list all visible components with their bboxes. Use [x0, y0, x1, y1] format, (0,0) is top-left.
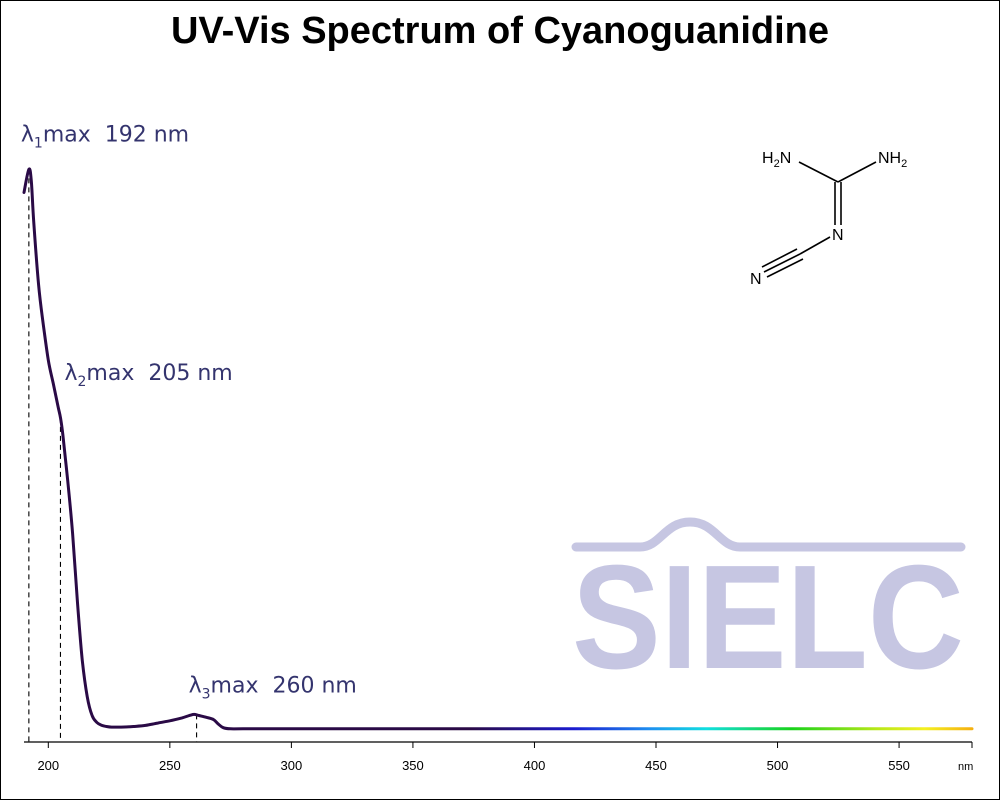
- x-tick-label: 200: [37, 758, 59, 773]
- peak-label: λ2max 205 nm: [64, 361, 232, 390]
- bond-c-nh2-right: [837, 161, 877, 183]
- x-axis: 200 250 300 350 400 450 500 550 nm: [24, 741, 973, 773]
- bond-triple-c: [766, 258, 804, 278]
- x-tick-label: 400: [524, 758, 546, 773]
- peak-label: λ1max 192 nm: [21, 122, 189, 151]
- peak-drop-lines: [28, 169, 198, 742]
- peak-label: λ3max 260 nm: [189, 673, 357, 702]
- x-tick-label: 350: [402, 758, 424, 773]
- x-tick-label: 300: [281, 758, 303, 773]
- bond-n-c-nitrile: [799, 236, 831, 255]
- chart-title: UV-Vis Spectrum of Cyanoguanidine: [170, 10, 830, 52]
- atom-nitrile-n: N: [750, 271, 762, 288]
- spectrum-curve: [22, 167, 974, 731]
- bond-triple-a: [763, 253, 801, 273]
- watermark-arc: [571, 517, 966, 552]
- peak-labels: λ1max 192 nm λ2max 205 nm λ3max 260 nm: [21, 122, 357, 702]
- atom-nh2-right: NH2: [878, 150, 907, 170]
- atom-imine-n: N: [832, 227, 844, 244]
- atom-h2n-left: H2N: [762, 150, 791, 170]
- molecule-structure: H2N NH2 N N: [750, 150, 907, 288]
- bond-triple-b: [761, 248, 798, 268]
- x-tick-label: 450: [645, 758, 667, 773]
- x-tick-label: 250: [159, 758, 181, 773]
- bond-c-nh2-left: [798, 161, 839, 183]
- x-unit-label: nm: [958, 761, 973, 773]
- x-tick-label: 500: [767, 758, 789, 773]
- x-tick-label: 550: [888, 758, 910, 773]
- watermark-text: SIELC: [572, 535, 964, 700]
- sielc-watermark: SIELC: [571, 517, 966, 700]
